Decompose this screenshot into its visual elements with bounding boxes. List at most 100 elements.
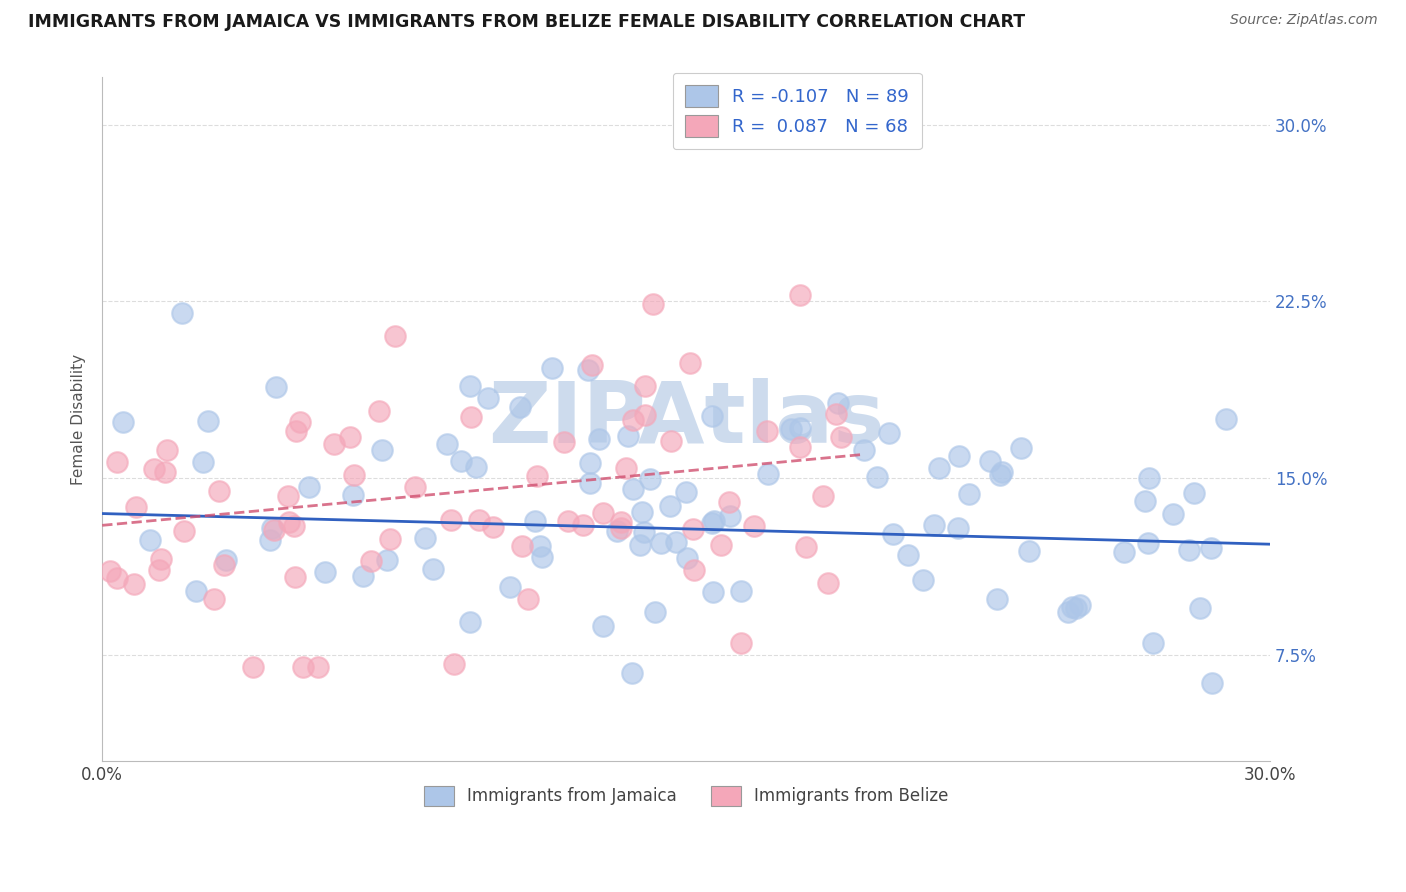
Point	[1161, 508, 1184, 522]
Point	[621, 483, 644, 497]
Point	[529, 539, 551, 553]
Point	[911, 573, 934, 587]
Point	[675, 485, 697, 500]
Point	[638, 472, 661, 486]
Point	[700, 516, 723, 531]
Point	[283, 519, 305, 533]
Point	[1201, 676, 1223, 690]
Point	[948, 521, 970, 535]
Point	[297, 480, 319, 494]
Point	[323, 437, 346, 451]
Point	[633, 524, 655, 539]
Point	[789, 288, 811, 302]
Point	[98, 564, 121, 578]
Point	[827, 395, 849, 409]
Text: IMMIGRANTS FROM JAMAICA VS IMMIGRANTS FROM BELIZE FEMALE DISABILITY CORRELATION : IMMIGRANTS FROM JAMAICA VS IMMIGRANTS FR…	[28, 13, 1025, 31]
Point	[440, 513, 463, 527]
Point	[614, 461, 637, 475]
Point	[460, 379, 482, 393]
Text: Source: ZipAtlas.com: Source: ZipAtlas.com	[1230, 13, 1378, 28]
Point	[443, 657, 465, 671]
Point	[988, 468, 1011, 483]
Point	[510, 539, 533, 553]
Point	[1189, 600, 1212, 615]
Point	[242, 660, 264, 674]
Point	[368, 403, 391, 417]
Point	[610, 520, 633, 534]
Point	[634, 409, 657, 423]
Point	[208, 484, 231, 499]
Point	[1056, 605, 1078, 619]
Point	[143, 461, 166, 475]
Point	[531, 550, 554, 565]
Point	[679, 356, 702, 370]
Point	[897, 548, 920, 562]
Point	[277, 489, 299, 503]
Point	[824, 407, 846, 421]
Point	[682, 523, 704, 537]
Point	[413, 531, 436, 545]
Point	[307, 660, 329, 674]
Point	[756, 467, 779, 481]
Point	[191, 455, 214, 469]
Point	[105, 571, 128, 585]
Point	[641, 296, 664, 310]
Point	[665, 535, 688, 549]
Point	[703, 514, 725, 528]
Point	[1133, 494, 1156, 508]
Point	[352, 568, 374, 582]
Point	[460, 410, 482, 425]
Point	[922, 518, 945, 533]
Point	[621, 666, 644, 681]
Point	[779, 422, 801, 436]
Point	[588, 432, 610, 446]
Point	[202, 591, 225, 606]
Point	[122, 577, 145, 591]
Point	[112, 415, 135, 429]
Point	[1177, 543, 1199, 558]
Point	[288, 415, 311, 429]
Point	[877, 426, 900, 441]
Point	[153, 465, 176, 479]
Point	[450, 454, 472, 468]
Point	[498, 580, 520, 594]
Point	[579, 475, 602, 490]
Point	[148, 563, 170, 577]
Point	[422, 562, 444, 576]
Point	[291, 660, 314, 674]
Point	[630, 505, 652, 519]
Point	[700, 409, 723, 424]
Point	[1215, 412, 1237, 426]
Point	[1069, 598, 1091, 612]
Point	[553, 434, 575, 449]
Point	[1184, 485, 1206, 500]
Point	[683, 562, 706, 576]
Point	[606, 524, 628, 538]
Point	[509, 400, 531, 414]
Point	[811, 489, 834, 503]
Point	[592, 506, 614, 520]
Point	[882, 527, 904, 541]
Point	[343, 468, 366, 483]
Point	[634, 379, 657, 393]
Point	[628, 538, 651, 552]
Point	[467, 513, 489, 527]
Text: ZIPAtlas: ZIPAtlas	[488, 377, 884, 461]
Point	[212, 558, 235, 572]
Point	[380, 533, 402, 547]
Point	[215, 553, 238, 567]
Point	[718, 508, 741, 523]
Point	[789, 421, 811, 435]
Point	[540, 361, 562, 376]
Point	[283, 570, 305, 584]
Point	[581, 358, 603, 372]
Point	[260, 521, 283, 535]
Point	[830, 429, 852, 443]
Point	[979, 454, 1001, 468]
Point	[1060, 600, 1083, 615]
Point	[284, 424, 307, 438]
Point	[1018, 544, 1040, 558]
Point	[755, 424, 778, 438]
Point	[125, 500, 148, 514]
Point	[105, 454, 128, 468]
